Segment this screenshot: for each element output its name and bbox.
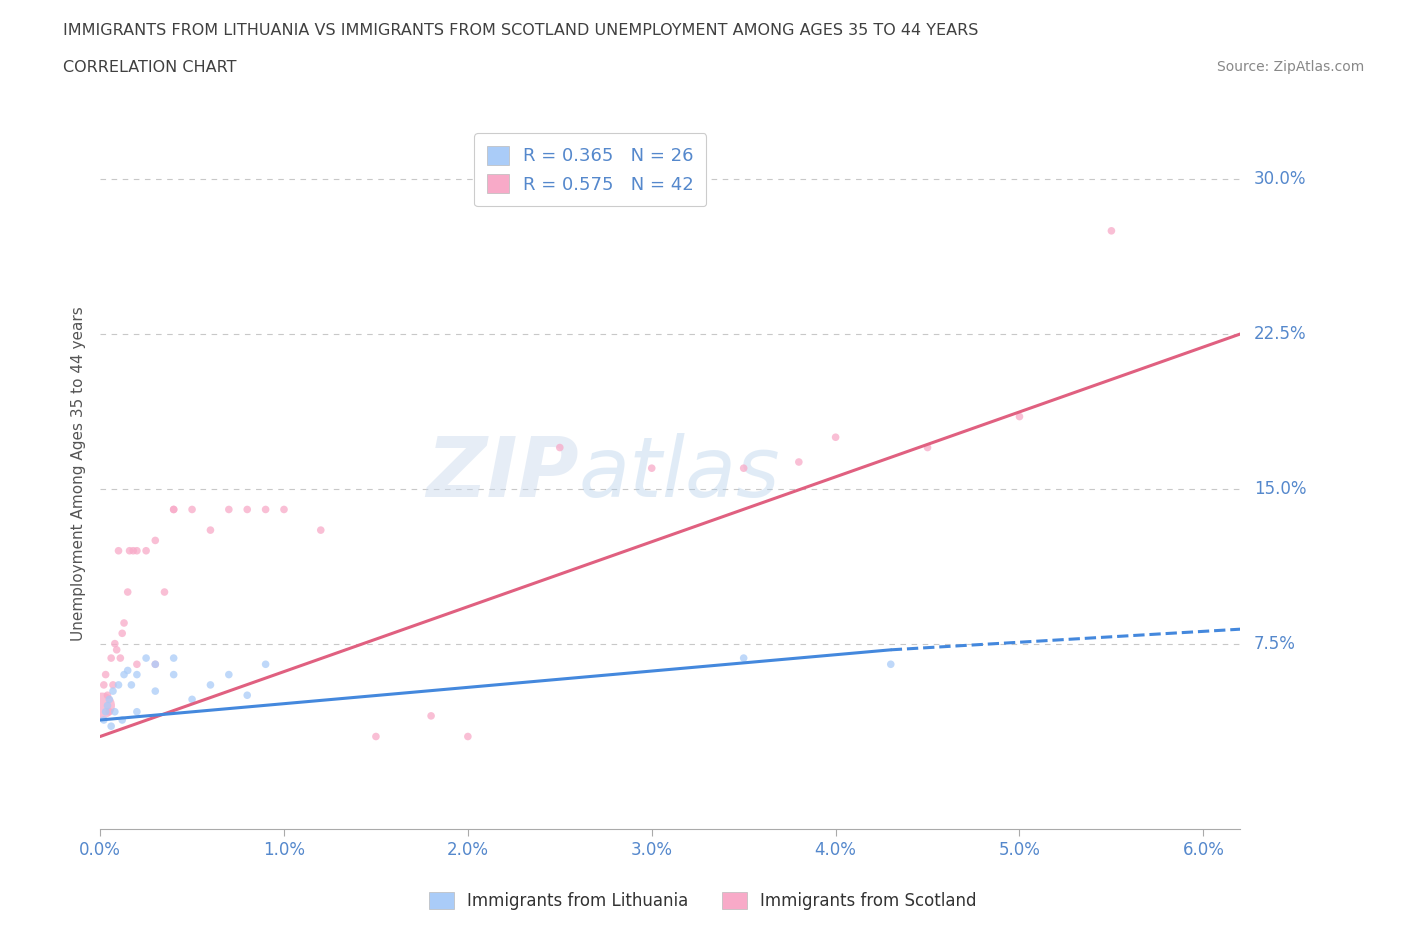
- Legend: Immigrants from Lithuania, Immigrants from Scotland: Immigrants from Lithuania, Immigrants fr…: [422, 885, 984, 917]
- Point: [309, 523, 332, 538]
- Point: [112, 616, 135, 631]
- Point: [107, 543, 129, 558]
- Point: [163, 502, 186, 517]
- Point: [104, 704, 127, 719]
- Point: [125, 667, 148, 682]
- Point: [163, 502, 186, 517]
- Point: [364, 729, 387, 744]
- Point: [200, 523, 222, 538]
- Point: [120, 677, 142, 692]
- Point: [218, 502, 240, 517]
- Point: [100, 651, 122, 666]
- Point: [98, 704, 121, 719]
- Text: IMMIGRANTS FROM LITHUANIA VS IMMIGRANTS FROM SCOTLAND UNEMPLOYMENT AMONG AGES 35: IMMIGRANTS FROM LITHUANIA VS IMMIGRANTS …: [63, 23, 979, 38]
- Point: [110, 651, 132, 666]
- Point: [548, 440, 571, 455]
- Point: [117, 585, 139, 600]
- Point: [107, 677, 129, 692]
- Point: [122, 543, 145, 558]
- Text: 22.5%: 22.5%: [1254, 325, 1306, 343]
- Point: [111, 626, 134, 641]
- Point: [143, 684, 166, 698]
- Point: [96, 688, 118, 703]
- Point: [135, 543, 157, 558]
- Point: [1008, 409, 1031, 424]
- Point: [420, 709, 443, 724]
- Point: [143, 657, 166, 671]
- Point: [94, 704, 117, 719]
- Point: [94, 667, 117, 682]
- Point: [101, 684, 124, 698]
- Point: [163, 667, 186, 682]
- Point: [200, 677, 222, 692]
- Point: [96, 698, 118, 713]
- Point: [641, 460, 664, 475]
- Point: [135, 651, 157, 666]
- Point: [163, 651, 186, 666]
- Text: 15.0%: 15.0%: [1254, 480, 1306, 498]
- Point: [236, 688, 259, 703]
- Point: [125, 704, 148, 719]
- Point: [273, 502, 295, 517]
- Point: [143, 657, 166, 671]
- Point: [93, 677, 115, 692]
- Point: [218, 667, 240, 682]
- Point: [112, 667, 135, 682]
- Point: [880, 657, 903, 671]
- Point: [824, 430, 846, 445]
- Point: [98, 692, 121, 707]
- Point: [104, 636, 127, 651]
- Point: [105, 643, 128, 658]
- Text: Source: ZipAtlas.com: Source: ZipAtlas.com: [1216, 60, 1364, 74]
- Point: [117, 663, 139, 678]
- Point: [181, 692, 204, 707]
- Legend: R = 0.365   N = 26, R = 0.575   N = 42: R = 0.365 N = 26, R = 0.575 N = 42: [474, 133, 706, 206]
- Point: [101, 677, 124, 692]
- Point: [917, 440, 939, 455]
- Point: [254, 657, 277, 671]
- Text: 30.0%: 30.0%: [1254, 170, 1306, 188]
- Point: [153, 585, 176, 600]
- Point: [787, 455, 810, 470]
- Text: atlas: atlas: [579, 432, 780, 514]
- Point: [181, 502, 204, 517]
- Point: [143, 533, 166, 548]
- Point: [125, 657, 148, 671]
- Point: [733, 460, 755, 475]
- Point: [91, 698, 114, 713]
- Point: [93, 712, 115, 727]
- Point: [733, 651, 755, 666]
- Point: [1099, 223, 1122, 238]
- Y-axis label: Unemployment Among Ages 35 to 44 years: Unemployment Among Ages 35 to 44 years: [72, 306, 86, 641]
- Point: [457, 729, 479, 744]
- Text: CORRELATION CHART: CORRELATION CHART: [63, 60, 236, 75]
- Point: [236, 502, 259, 517]
- Point: [125, 543, 148, 558]
- Point: [118, 543, 141, 558]
- Point: [100, 719, 122, 734]
- Text: ZIP: ZIP: [426, 432, 579, 514]
- Point: [254, 502, 277, 517]
- Text: 7.5%: 7.5%: [1254, 634, 1296, 653]
- Point: [111, 712, 134, 727]
